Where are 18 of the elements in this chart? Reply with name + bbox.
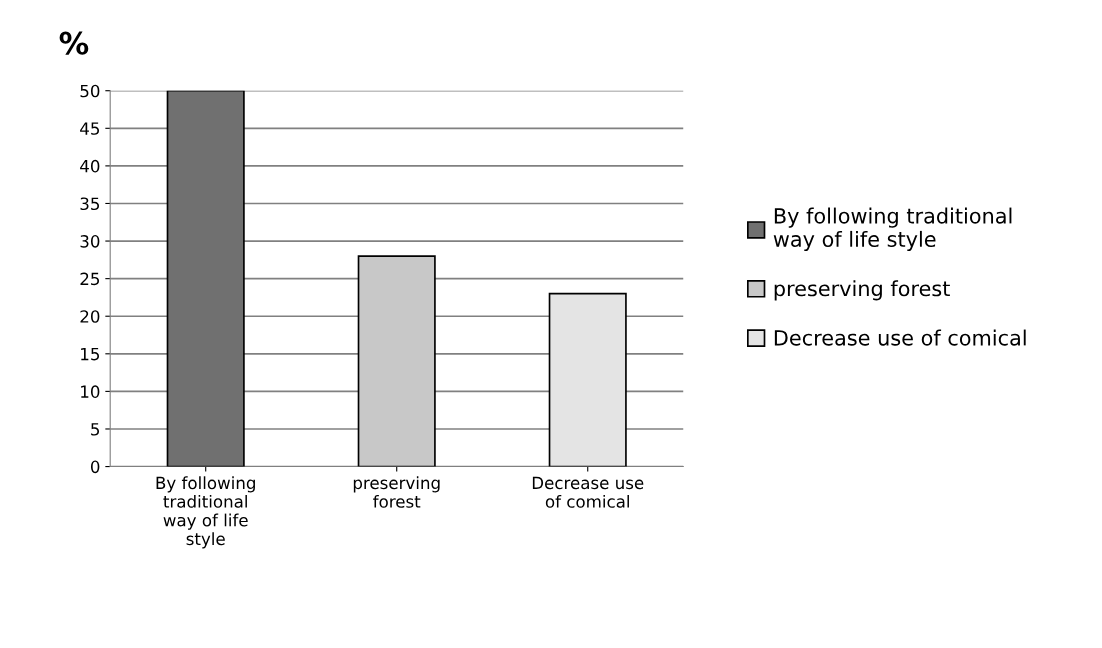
x-tick-label: Decrease use of comical	[532, 476, 644, 508]
y-tick-label: 30	[80, 235, 100, 248]
legend-label: Decrease use of comical	[774, 329, 1026, 346]
y-tick-label: 45	[80, 122, 100, 135]
y-tick-label: 20	[80, 310, 100, 323]
y-tick-label: 25	[80, 272, 100, 286]
y-tick-label: 5	[91, 423, 100, 436]
legend-label: By following traditional way of life style	[773, 207, 1012, 252]
x-tick-label: By following traditional way of life style	[156, 476, 255, 549]
y-tick-label: 0	[90, 460, 100, 474]
y-tick-label: 50	[80, 84, 100, 98]
y-tick-label: 15	[81, 347, 100, 361]
y-tick-label: 35	[80, 197, 100, 211]
y-axis-title: %	[59, 31, 89, 55]
y-tick-label: 40	[80, 159, 100, 173]
x-tick-label: preserving forest	[353, 476, 440, 508]
legend-label: preserving forest	[774, 280, 950, 301]
y-tick-label: 10	[81, 385, 100, 398]
